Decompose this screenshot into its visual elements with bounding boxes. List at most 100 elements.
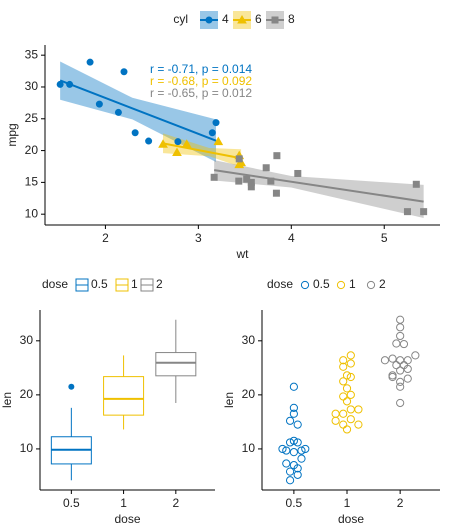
point: [234, 159, 245, 169]
dot: [346, 415, 355, 424]
x-tick-label: 3: [195, 231, 202, 245]
point: [66, 80, 74, 88]
x-tick-label: 2: [397, 496, 404, 510]
dot: [342, 384, 352, 393]
x-tick-label: 2: [172, 496, 179, 510]
x-axis-title: dose: [114, 512, 140, 525]
confidence-band: [214, 160, 424, 219]
dot: [396, 366, 405, 375]
dot: [293, 438, 302, 447]
dot: [403, 364, 412, 374]
fit-line: [162, 142, 242, 160]
y-tick-label: 20: [20, 387, 34, 401]
dot: [354, 420, 363, 429]
dot: [342, 425, 352, 434]
x-tick-label: 0.5: [63, 496, 80, 510]
dot: [289, 403, 298, 412]
x-tick-label: 0.5: [286, 496, 303, 510]
dot: [354, 405, 363, 414]
x-tick-label: 1: [344, 496, 351, 510]
dot: [411, 351, 420, 360]
point: [294, 169, 302, 177]
point: [145, 137, 153, 145]
point: [262, 164, 270, 172]
dot: [403, 356, 412, 365]
point: [114, 108, 122, 116]
dot: [282, 446, 291, 455]
point: [56, 80, 64, 88]
dot: [339, 392, 348, 401]
point: [237, 14, 247, 24]
legend-title: dose: [42, 277, 68, 291]
dot: [293, 470, 302, 479]
dot: [396, 315, 405, 324]
legend-label: 8: [288, 12, 295, 26]
y-tick-label: 20: [25, 143, 39, 157]
y-tick-label: 25: [25, 111, 39, 125]
point: [181, 139, 192, 148]
dot: [285, 467, 295, 476]
point: [208, 129, 216, 137]
point: [131, 129, 139, 137]
x-axis-title: dose: [338, 512, 364, 525]
dot: [301, 444, 310, 454]
point: [273, 152, 281, 160]
dot: [331, 409, 340, 418]
outlier: [68, 383, 75, 390]
annotation: r = -0.65, p = 0.012: [150, 86, 252, 100]
dot: [342, 397, 352, 406]
legend-label: 1: [349, 277, 356, 291]
dot: [289, 436, 298, 445]
dot: [396, 377, 405, 386]
box: [155, 352, 197, 377]
dot: [399, 339, 409, 349]
fit-line: [59, 79, 217, 142]
y-tick-label: 15: [25, 175, 39, 189]
dot: [396, 331, 405, 341]
legend-label: 0.5: [91, 277, 108, 291]
dot: [289, 382, 298, 391]
dot: [396, 323, 405, 332]
point: [205, 16, 213, 24]
dot: [346, 359, 355, 368]
dot: [339, 356, 348, 365]
dot: [331, 416, 340, 425]
y-axis-title: len: [0, 392, 14, 408]
box: [103, 376, 145, 416]
fit-line: [214, 169, 424, 203]
dot: [289, 448, 298, 457]
legend-key: [300, 280, 310, 290]
dot: [346, 405, 355, 414]
legend-title: cyl: [173, 12, 188, 26]
dot: [339, 362, 348, 371]
dot: [388, 371, 397, 380]
y-tick-label: 20: [242, 387, 256, 401]
point: [95, 100, 103, 108]
y-tick-label: 10: [242, 441, 256, 455]
y-tick-label: 30: [242, 333, 256, 347]
x-tick-label: 2: [102, 231, 109, 245]
point: [86, 58, 94, 66]
point: [158, 139, 168, 148]
y-tick-label: 30: [20, 333, 34, 347]
legend-label: 4: [222, 12, 229, 26]
dot: [388, 354, 397, 363]
dot: [339, 377, 348, 386]
dot: [392, 339, 401, 348]
dot: [380, 356, 390, 365]
dot: [346, 390, 355, 399]
confidence-band: [60, 61, 217, 163]
dot: [403, 374, 412, 383]
point: [412, 180, 420, 188]
x-tick-label: 4: [288, 231, 295, 245]
point: [267, 177, 275, 185]
dot: [297, 446, 306, 455]
point: [172, 147, 182, 156]
dot: [388, 372, 397, 382]
legend-label: 2: [156, 277, 163, 291]
point: [213, 136, 224, 146]
y-axis-title: mpg: [5, 123, 19, 146]
x-tick-label: 1: [120, 496, 127, 510]
point: [174, 138, 182, 146]
